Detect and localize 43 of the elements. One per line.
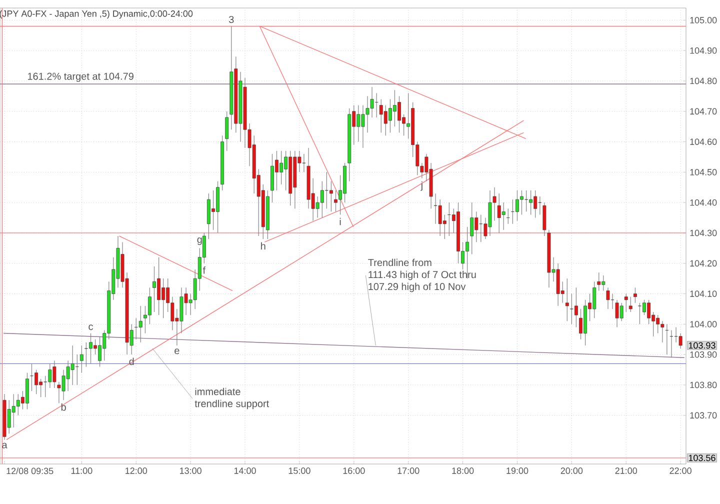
annotation: c [88, 324, 93, 330]
annotation: i [340, 218, 341, 226]
x-tick-label: 21:00 [615, 468, 638, 474]
x-tick-label: 20:00 [560, 468, 583, 474]
y-tick-label: 104.60 [690, 138, 717, 145]
y-tick-label: 103.80 [690, 382, 717, 388]
y-tick-label: 104.20 [690, 260, 717, 267]
y-tick-label: 104.90 [690, 47, 717, 54]
annotation: 107.29 high of 10 Nov [368, 282, 466, 292]
annotation: j [420, 181, 422, 191]
annotation: g [197, 238, 202, 245]
annotation: e [174, 348, 180, 354]
x-tick-label: 16:00 [343, 468, 365, 474]
annotation: 3 [228, 16, 234, 24]
x-tick-label: 11:00 [71, 468, 92, 474]
x-tick-label: 18:00 [452, 468, 474, 474]
x-tick-label: 22:00 [670, 468, 692, 474]
annotation: 103.93 [688, 342, 716, 349]
ref-line-label: 161.2% target at 104.79 [28, 72, 134, 82]
y-tick-label: 104.50 [690, 168, 717, 176]
y-tick-label: 103.90 [690, 351, 717, 358]
annotation: Trendline from [368, 258, 432, 266]
x-tick-label: 14:00 [234, 468, 256, 474]
annotation: 103.56 [688, 454, 716, 462]
x-tick-label: 12:00 [126, 468, 148, 474]
annotation: trendline support [194, 400, 270, 410]
y-tick-label: 104.40 [690, 199, 717, 206]
x-tick-label: 13:00 [180, 468, 202, 474]
x-tick-label: 19:00 [506, 468, 528, 474]
annotation: f [202, 266, 206, 274]
annotation: immediate [195, 388, 240, 396]
x-tick-label: 15:00 [288, 468, 310, 474]
y-tick-label: 104.70 [690, 108, 717, 115]
x-tick-label: 17:00 [398, 468, 420, 474]
y-tick-label: 103.70 [690, 412, 717, 419]
y-tick-label: 104.00 [690, 320, 717, 328]
y-tick-label: 104.30 [690, 230, 717, 236]
y-tick-label: 104.80 [690, 78, 717, 84]
x-tick-label: 12/08 09:35 [6, 468, 54, 474]
annotation: h [261, 242, 266, 250]
y-tick-label: 104.10 [690, 290, 717, 297]
y-tick-label: 105.00 [690, 16, 717, 24]
annotation: b [61, 403, 66, 411]
